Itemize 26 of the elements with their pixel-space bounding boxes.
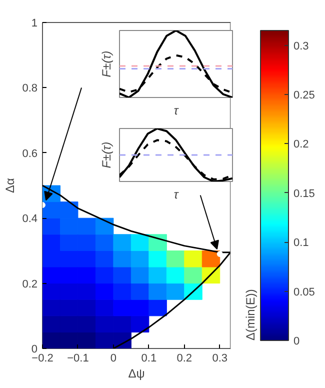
x-axis-title: τ — [174, 104, 180, 118]
x-tick-label: 0.1 — [141, 352, 157, 364]
color-bar-label: 0.2 — [294, 138, 309, 151]
x-tick-label: 0 — [110, 352, 117, 364]
y-axis-title: Δα — [3, 178, 18, 193]
color-bar-label: 0.1 — [294, 237, 309, 250]
x-tick-label: −0.1 — [67, 352, 89, 364]
y-tick-label: 0.8 — [22, 82, 38, 95]
color-bar-label: 0.15 — [294, 188, 315, 200]
color-bar-label: 0.3 — [294, 40, 309, 52]
x-tick-label: 0.3 — [212, 352, 228, 364]
color-bar-title: Δ(min(E)) — [244, 289, 258, 340]
y-axis-title: F±(τ) — [100, 142, 114, 168]
color-bar-label: 0.05 — [294, 286, 315, 298]
color-bar-label: 0 — [294, 336, 300, 348]
y-tick-label: 1 — [31, 18, 38, 30]
y-axis-title: F±(τ) — [100, 50, 114, 78]
x-axis-title: Δψ — [128, 366, 145, 380]
x-tick-label: 0.2 — [176, 352, 192, 364]
y-tick-label: 0.2 — [22, 278, 38, 290]
y-tick-label: 0.6 — [22, 148, 38, 160]
color-bar-label: 0.25 — [294, 89, 315, 102]
x-tick-label: −0.2 — [32, 352, 54, 364]
y-tick-label: 0 — [31, 344, 38, 356]
x-axis-title: τ — [174, 188, 180, 202]
y-tick-label: 0.4 — [22, 213, 38, 226]
